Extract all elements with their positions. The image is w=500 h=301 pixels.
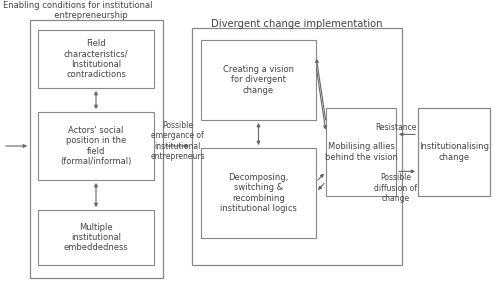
Text: Divergent change implementation: Divergent change implementation [211,19,383,29]
Text: Resistance: Resistance [376,123,417,132]
Text: Mobilising allies
behind the vision: Mobilising allies behind the vision [324,142,398,162]
Bar [192,28,402,265]
Text: Actors' social
position in the
field
(formal/informal): Actors' social position in the field (fo… [60,126,132,166]
Text: Creating a vision
for divergent
change: Creating a vision for divergent change [223,65,294,95]
Bar [201,40,316,120]
Text: Possible
diffusion of
change: Possible diffusion of change [374,173,417,203]
Bar [38,112,154,180]
Bar [38,30,154,88]
Text: Enabling conditions for institutional
          entrepreneurship: Enabling conditions for institutional en… [3,1,152,20]
Bar [418,108,490,196]
Bar [38,210,154,265]
Bar [201,148,316,238]
Text: Field
characteristics/
Institutional
contradictions: Field characteristics/ Institutional con… [64,39,128,79]
Text: Institutionalising
change: Institutionalising change [419,142,489,162]
Bar [30,20,163,278]
Text: Multiple
institutional
embeddedness: Multiple institutional embeddedness [64,223,128,253]
Bar [326,108,396,196]
Text: Decomposing,
switching &
recombining
institutional logics: Decomposing, switching & recombining ins… [220,173,297,213]
Text: Possible
emergance of
institutional
entrepreneurs: Possible emergance of institutional entr… [150,121,205,161]
